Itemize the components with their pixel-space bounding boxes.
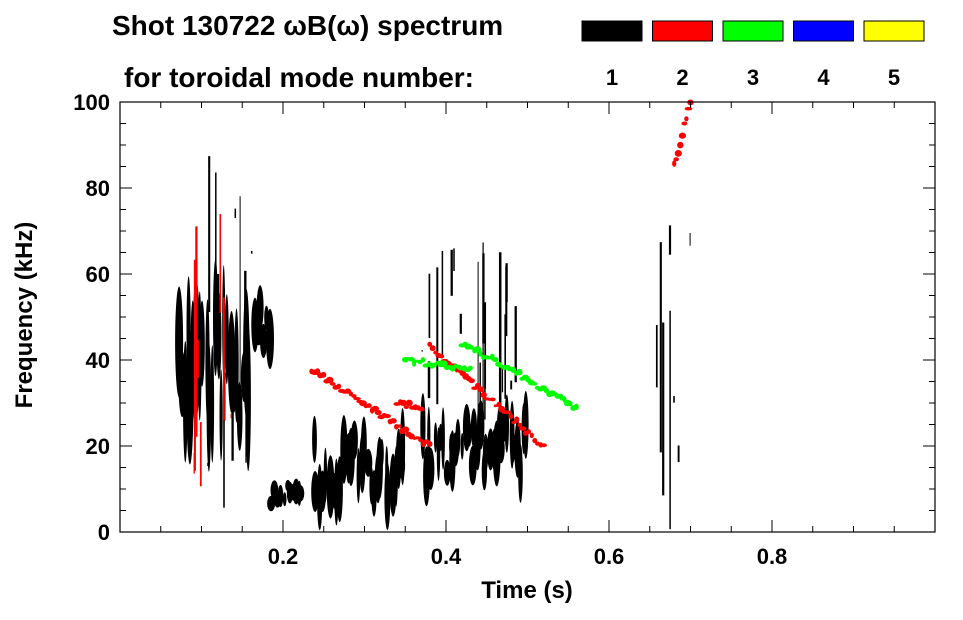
spectral-feature-mode-1 [267, 478, 305, 512]
spectral-feature-mode-2 [193, 214, 232, 487]
spectral-feature-mode-1 [420, 391, 529, 507]
spectrum-data-layer [175, 99, 694, 531]
y-tick-label: 100 [73, 90, 110, 115]
legend-swatch-mode-1 [581, 20, 643, 42]
x-tick-label: 0.6 [594, 544, 625, 569]
legend-label-mode-2: 2 [676, 65, 688, 90]
spectral-feature-mode-3 [458, 341, 579, 411]
y-tick-label: 40 [86, 348, 110, 373]
spectral-feature-mode-1 [311, 408, 406, 531]
legend-label-mode-3: 3 [747, 65, 759, 90]
legend-swatch-mode-5 [863, 20, 925, 42]
y-tick-label: 80 [86, 176, 110, 201]
axis-ticks: 0 20 40 60 80 100 0.2 0.4 0.6 0.8 [73, 90, 936, 569]
legend-swatch-mode-4 [793, 20, 854, 42]
legend-label-mode-4: 4 [817, 65, 830, 90]
legend-label-mode-1: 1 [606, 65, 618, 90]
chart-title-line1: Shot 130722 ωB(ω) spectrum [112, 10, 503, 41]
legend-label-mode-5: 5 [888, 65, 900, 90]
y-tick-label: 0 [98, 520, 110, 545]
x-tick-label: 0.2 [268, 544, 299, 569]
x-tick-label: 0.8 [757, 544, 788, 569]
y-tick-label: 20 [86, 434, 110, 459]
spectral-feature-mode-2 [393, 399, 425, 412]
x-axis-label: Time (s) [481, 577, 573, 604]
spectral-feature-mode-2 [309, 368, 433, 447]
mode-legend: 1 2 3 4 5 [581, 20, 925, 90]
y-axis-label: Frequency (kHz) [11, 222, 38, 409]
spectral-feature-mode-2 [672, 99, 694, 167]
spectral-feature-mode-1 [421, 242, 517, 424]
spectral-feature-mode-2 [427, 341, 548, 448]
chart-title-line2: for toroidal mode number: [124, 62, 474, 93]
spectral-feature-mode-1 [251, 285, 274, 370]
spectral-feature-mode-1 [175, 259, 251, 472]
plot-frame [119, 101, 936, 533]
y-tick-label: 60 [86, 262, 110, 287]
spectral-feature-mode-1 [655, 225, 691, 530]
x-tick-label: 0.4 [431, 544, 462, 569]
legend-swatch-mode-2 [652, 20, 713, 42]
legend-swatch-mode-3 [722, 20, 784, 42]
spectral-feature-mode-3 [402, 356, 473, 373]
